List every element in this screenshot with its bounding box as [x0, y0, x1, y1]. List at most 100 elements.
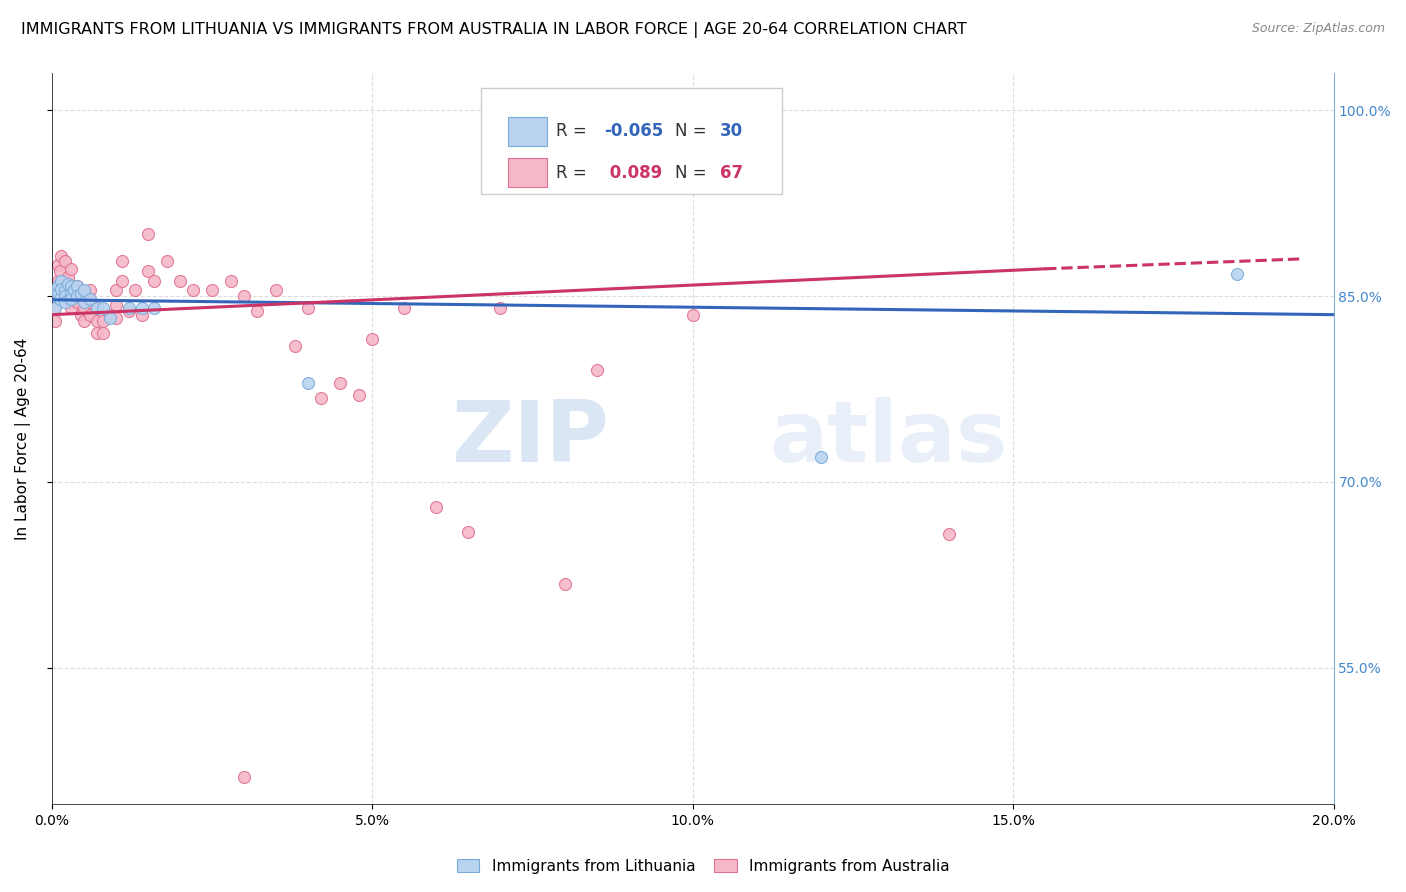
Point — [118, 304, 141, 318]
Point — [131, 308, 153, 322]
Point — [73, 295, 96, 310]
Text: 30: 30 — [720, 122, 742, 140]
Point — [91, 326, 114, 341]
Point — [111, 274, 134, 288]
Point — [553, 576, 575, 591]
Point — [201, 283, 224, 297]
Point — [143, 301, 166, 316]
Point — [46, 286, 69, 301]
FancyBboxPatch shape — [481, 87, 782, 194]
Point — [79, 295, 101, 310]
Point — [233, 770, 256, 784]
Point — [53, 254, 76, 268]
Point — [48, 292, 70, 306]
Point — [66, 295, 89, 310]
Point — [44, 314, 66, 328]
Point — [53, 283, 76, 297]
Point — [73, 283, 96, 297]
Point — [309, 391, 332, 405]
Point — [136, 264, 159, 278]
Point — [111, 254, 134, 268]
Point — [79, 308, 101, 322]
Point — [51, 282, 73, 296]
Point — [124, 283, 146, 297]
Point — [457, 524, 479, 539]
Point — [60, 292, 83, 306]
Point — [329, 376, 352, 390]
Point — [66, 279, 89, 293]
Point — [53, 274, 76, 288]
Point — [86, 301, 108, 316]
Text: N =: N = — [675, 163, 711, 182]
Point — [233, 289, 256, 303]
Point — [118, 301, 141, 316]
Text: ZIP: ZIP — [451, 397, 609, 480]
Point — [69, 286, 91, 301]
FancyBboxPatch shape — [508, 158, 547, 187]
Point — [169, 274, 191, 288]
Point — [394, 301, 416, 316]
Point — [104, 298, 127, 312]
Point — [56, 270, 79, 285]
Point — [53, 295, 76, 310]
Point — [56, 277, 79, 291]
Point — [104, 283, 127, 297]
Point — [682, 109, 704, 123]
Point — [53, 289, 76, 303]
Point — [60, 301, 83, 316]
Point — [46, 279, 69, 293]
Point — [297, 301, 319, 316]
Point — [489, 301, 512, 316]
Point — [46, 286, 69, 301]
Legend: Immigrants from Lithuania, Immigrants from Australia: Immigrants from Lithuania, Immigrants fr… — [450, 853, 956, 880]
Point — [938, 527, 960, 541]
Point — [284, 338, 307, 352]
Point — [156, 254, 179, 268]
Point — [349, 388, 371, 402]
Point — [79, 283, 101, 297]
Text: R =: R = — [555, 163, 592, 182]
Point — [73, 301, 96, 316]
Point — [66, 279, 89, 293]
Point — [66, 289, 89, 303]
Text: atlas: atlas — [769, 397, 1008, 480]
Point — [51, 274, 73, 288]
Point — [810, 450, 832, 465]
Point — [297, 376, 319, 390]
Point — [45, 279, 67, 293]
Point — [79, 292, 101, 306]
Point — [60, 286, 83, 301]
Point — [48, 264, 70, 278]
Point — [91, 301, 114, 316]
Point — [73, 314, 96, 328]
Point — [246, 304, 269, 318]
Text: 0.089: 0.089 — [605, 163, 662, 182]
Point — [86, 326, 108, 341]
Point — [51, 279, 73, 293]
Text: -0.065: -0.065 — [605, 122, 664, 140]
Point — [682, 308, 704, 322]
Point — [63, 283, 86, 297]
Point — [585, 363, 607, 377]
Point — [42, 301, 65, 316]
Point — [136, 227, 159, 241]
Point — [104, 311, 127, 326]
Y-axis label: In Labor Force | Age 20-64: In Labor Force | Age 20-64 — [15, 337, 31, 540]
Point — [60, 279, 83, 293]
Point — [46, 274, 69, 288]
Point — [46, 283, 69, 297]
Text: R =: R = — [555, 122, 592, 140]
Text: 67: 67 — [720, 163, 742, 182]
Text: IMMIGRANTS FROM LITHUANIA VS IMMIGRANTS FROM AUSTRALIA IN LABOR FORCE | AGE 20-6: IMMIGRANTS FROM LITHUANIA VS IMMIGRANTS … — [21, 22, 967, 38]
FancyBboxPatch shape — [508, 117, 547, 146]
Point — [361, 333, 384, 347]
Point — [60, 261, 83, 276]
Point — [53, 289, 76, 303]
Point — [425, 500, 447, 514]
Point — [143, 274, 166, 288]
Point — [1226, 267, 1249, 281]
Point — [264, 283, 287, 297]
Point — [44, 301, 66, 316]
Point — [181, 283, 204, 297]
Point — [69, 308, 91, 322]
